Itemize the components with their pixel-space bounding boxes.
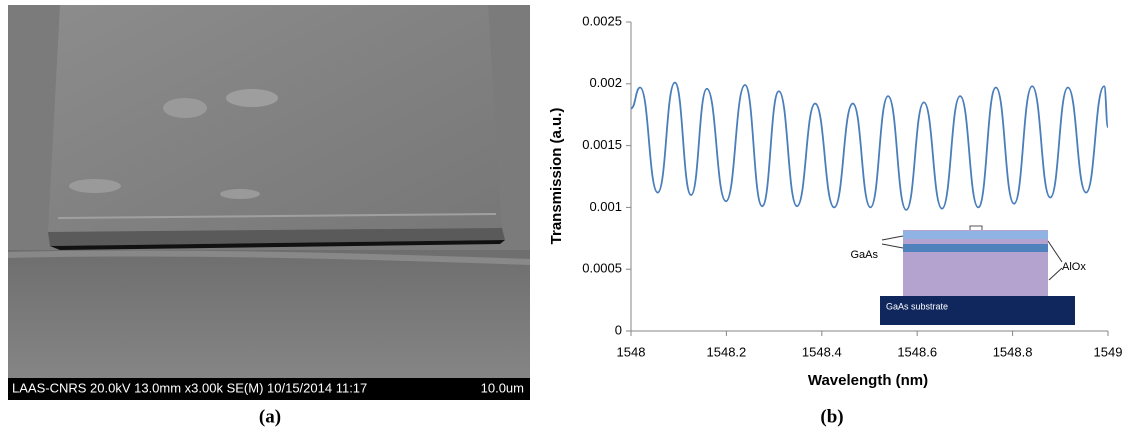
inset-label: GaAs [850, 249, 878, 261]
y-tick-label: 0.0015 [582, 137, 622, 152]
sem-info-bar [8, 378, 530, 400]
sem-scale: 10.0um [481, 380, 524, 395]
sem-floor [8, 250, 530, 378]
data-line [630, 81, 1109, 211]
inset-arrow [1047, 240, 1063, 281]
sem-info: LAAS-CNRS 20.0kV 13.0mm x3.00k SE(M) 10/… [12, 380, 367, 395]
caption: (b) [820, 406, 843, 427]
y-tick-label: 0.0025 [582, 13, 622, 28]
inset: GaAs AlOx GaAs substrate [850, 225, 1086, 325]
y-tick-label: 0.001 [589, 199, 622, 214]
sem-blob [226, 89, 278, 107]
y-tick-label: 0 [615, 322, 622, 337]
y-tick-label: 0.0005 [582, 261, 622, 276]
inset-layer [903, 244, 1048, 252]
x-tick-label: 1549 [1094, 344, 1123, 359]
x-tick-label: 1548.6 [897, 344, 937, 359]
x-tick-label: 1548 [617, 344, 646, 359]
sem-rim [57, 213, 497, 219]
x-tick-label: 1548.4 [802, 344, 842, 359]
inset-label: GaAs substrate [886, 301, 948, 311]
x-tick-label: 1548.2 [707, 344, 747, 359]
sem-image: LAAS-CNRS 20.0kV 13.0mm x3.00k SE(M) 10/… [7, 5, 531, 427]
sem-blob [69, 179, 121, 193]
inset-substrate [880, 296, 1075, 325]
x-axis-title: Wavelength (nm) [808, 372, 928, 389]
inset-bracket [969, 225, 983, 230]
sem-ridge [7, 250, 531, 265]
sem-blob [220, 189, 260, 199]
inset-layer [903, 231, 1048, 239]
inset-mesa [903, 230, 1048, 296]
inset-arrow [881, 235, 904, 249]
sem-gap [50, 240, 505, 250]
y-tick-label: 0.002 [589, 75, 622, 90]
sem-membrane [48, 5, 502, 232]
inset-label: AlOx [1062, 261, 1086, 273]
sem-edge [48, 228, 505, 246]
y-axis-title: Transmission (a.u.) [548, 108, 565, 245]
caption: (a) [259, 406, 281, 427]
x-tick-label: 1548.8 [993, 344, 1033, 359]
sem-blob [163, 98, 207, 118]
